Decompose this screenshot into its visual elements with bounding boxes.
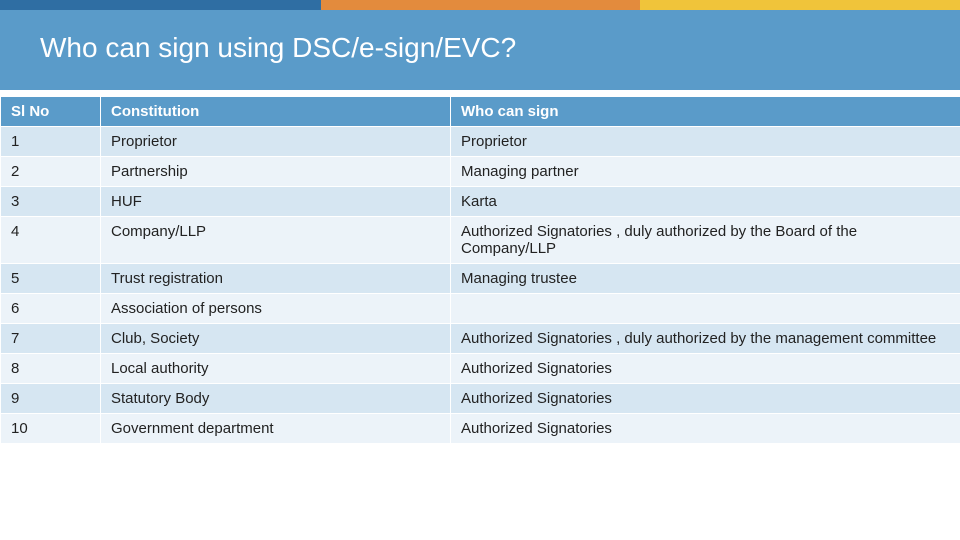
table-row: 7Club, SocietyAuthorized Signatories , d… xyxy=(1,324,960,354)
table-cell: Government department xyxy=(101,414,451,444)
table-cell: 4 xyxy=(1,217,101,264)
table-row: 9Statutory BodyAuthorized Signatories xyxy=(1,384,960,414)
table-cell: HUF xyxy=(101,187,451,217)
stripe-segment-2 xyxy=(321,0,641,10)
col-header-who-can-sign: Who can sign xyxy=(451,97,960,127)
table-cell: Authorized Signatories , duly authorized… xyxy=(451,217,960,264)
table-row: 10Government departmentAuthorized Signat… xyxy=(1,414,960,444)
table-cell: 9 xyxy=(1,384,101,414)
col-header-constitution: Constitution xyxy=(101,97,451,127)
table-cell: 5 xyxy=(1,264,101,294)
table-row: 1ProprietorProprietor xyxy=(1,127,960,157)
table-cell: Authorized Signatories xyxy=(451,384,960,414)
table-cell: 10 xyxy=(1,414,101,444)
table-cell: Local authority xyxy=(101,354,451,384)
table-cell: 8 xyxy=(1,354,101,384)
stripe-segment-1 xyxy=(0,0,321,10)
table-cell: Managing partner xyxy=(451,157,960,187)
table-cell: Proprietor xyxy=(451,127,960,157)
table-cell: Karta xyxy=(451,187,960,217)
table-cell: Trust registration xyxy=(101,264,451,294)
table-header-row: Sl No Constitution Who can sign xyxy=(1,97,960,127)
table-row: 8Local authorityAuthorized Signatories xyxy=(1,354,960,384)
table-cell: Statutory Body xyxy=(101,384,451,414)
table-cell: Club, Society xyxy=(101,324,451,354)
table-cell: 6 xyxy=(1,294,101,324)
table-row: 4Company/LLPAuthorized Signatories , dul… xyxy=(1,217,960,264)
table-cell: Authorized Signatories xyxy=(451,414,960,444)
signatory-table: Sl No Constitution Who can sign 1Proprie… xyxy=(0,96,960,444)
title-band: Who can sign using DSC/e-sign/EVC? xyxy=(0,10,960,90)
table-cell xyxy=(451,294,960,324)
top-stripe xyxy=(0,0,960,10)
table-cell: Association of persons xyxy=(101,294,451,324)
table-cell: 2 xyxy=(1,157,101,187)
table-row: 3HUFKarta xyxy=(1,187,960,217)
table-head: Sl No Constitution Who can sign xyxy=(1,97,960,127)
table-cell: Authorized Signatories xyxy=(451,354,960,384)
stripe-segment-3 xyxy=(640,0,960,10)
table-cell: 7 xyxy=(1,324,101,354)
col-header-slno: Sl No xyxy=(1,97,101,127)
table-cell: Partnership xyxy=(101,157,451,187)
table-cell: 3 xyxy=(1,187,101,217)
page-title: Who can sign using DSC/e-sign/EVC? xyxy=(40,32,516,63)
slide: Who can sign using DSC/e-sign/EVC? Sl No… xyxy=(0,0,960,540)
table-cell: 1 xyxy=(1,127,101,157)
table-cell: Authorized Signatories , duly authorized… xyxy=(451,324,960,354)
table-row: 2PartnershipManaging partner xyxy=(1,157,960,187)
table-body: 1ProprietorProprietor2PartnershipManagin… xyxy=(1,127,960,444)
table-cell: Proprietor xyxy=(101,127,451,157)
table-row: 5Trust registrationManaging trustee xyxy=(1,264,960,294)
table-cell: Managing trustee xyxy=(451,264,960,294)
table-row: 6Association of persons xyxy=(1,294,960,324)
table-cell: Company/LLP xyxy=(101,217,451,264)
